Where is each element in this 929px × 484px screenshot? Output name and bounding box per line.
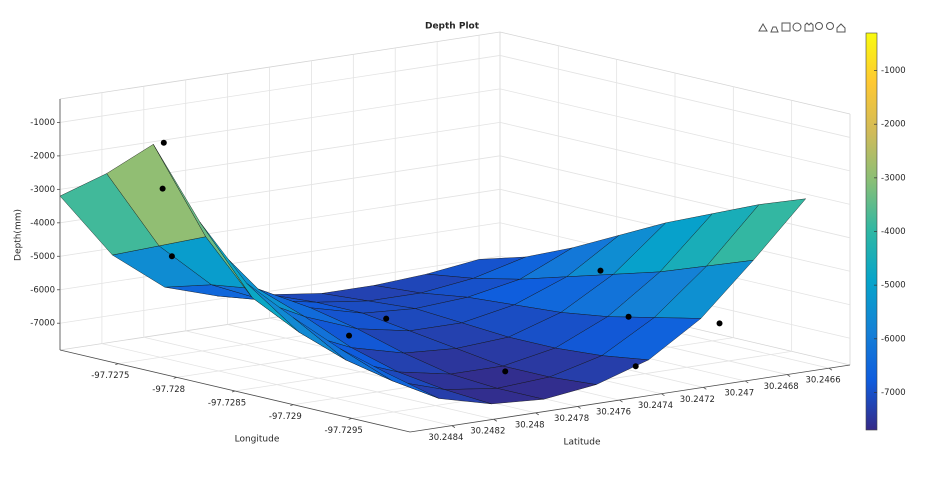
x-axis-label: Longitude [235, 435, 280, 445]
grid-line [59, 55, 501, 123]
grid-line [59, 88, 501, 157]
grid-line [59, 255, 501, 324]
toolbar-zoom-in[interactable] [815, 22, 823, 30]
toolbar-zoom-out[interactable] [826, 22, 834, 30]
z-tick-label: -3000 [30, 185, 55, 195]
x-tick [348, 417, 352, 420]
surface-patch [339, 348, 440, 399]
grid-line [101, 343, 452, 427]
y-tick-label: 30.247 [724, 388, 754, 398]
y-tick-label: 30.248 [515, 420, 545, 430]
z-tick-label: -6000 [30, 285, 55, 295]
data-point [346, 332, 353, 339]
grid-line [499, 88, 851, 172]
grid-line [499, 121, 851, 205]
z-tick-label: -7000 [30, 319, 55, 329]
y-tick [703, 387, 707, 390]
x-tick-label: -97.7285 [208, 399, 246, 409]
data-point [625, 313, 632, 320]
y-tick-label: 30.2468 [764, 382, 799, 392]
toolbar-brush[interactable] [758, 22, 768, 32]
colorbar-tick-label: -3000 [881, 173, 906, 183]
data-point [716, 320, 723, 327]
x-tick [290, 404, 294, 407]
y-tick-label: 30.2466 [805, 376, 840, 386]
toolbar-pan[interactable] [804, 22, 814, 32]
y-tick [786, 374, 791, 377]
data-point [159, 185, 166, 192]
data-point [160, 139, 167, 146]
surface-layer [59, 143, 807, 405]
y-tick [745, 380, 749, 384]
colorbar-tick-label: -1000 [881, 66, 906, 76]
y-tick [493, 418, 498, 422]
y-tick [661, 393, 665, 397]
z-tick-label: -1000 [30, 118, 55, 128]
y-axis-label: Latitude [563, 438, 601, 448]
y-tick-label: 30.2484 [428, 433, 463, 443]
grid-line [143, 336, 494, 420]
toolbar-home[interactable] [836, 23, 846, 33]
axes-layer: -97.7275 -97.728 -97.7285 -97.729 -97.7295 30… [30, 99, 851, 443]
colorbar-tick-label: -2000 [881, 120, 906, 130]
toolbar-export[interactable] [781, 22, 791, 32]
x-tick-label: -97.729 [269, 412, 302, 422]
x-tick [115, 363, 119, 366]
colorbar-tick-label: -4000 [881, 227, 906, 237]
data-point [168, 253, 175, 260]
grid-line [499, 155, 851, 239]
y-tick-label: 30.2474 [638, 401, 673, 411]
z-tick-label: -2000 [30, 151, 55, 161]
z-tick-label: -5000 [30, 252, 55, 262]
toolbar [758, 22, 846, 33]
z-tick-label: -4000 [30, 218, 55, 228]
toolbar-rotate[interactable] [792, 22, 802, 32]
x-tick-label: -97.7295 [325, 426, 363, 436]
x-tick [231, 390, 236, 393]
y-tick [577, 406, 581, 409]
data-point [632, 363, 639, 370]
colorbar-tick-label: -5000 [881, 281, 906, 291]
box-edge [59, 31, 501, 100]
y-tick [451, 425, 456, 428]
colorbar-tick-label: -7000 [881, 388, 906, 398]
points-layer [159, 139, 723, 375]
y-tick [535, 412, 539, 416]
colorbar-tick-label: -6000 [881, 334, 906, 344]
toolbar-datatip[interactable] [770, 26, 779, 33]
z-axis-label: Depth(mm) [14, 209, 24, 261]
chart-title: Depth Plot [425, 22, 480, 32]
y-tick [619, 399, 623, 403]
data-point [597, 267, 604, 274]
y-tick-label: 30.2476 [596, 408, 631, 418]
grid-line [499, 55, 851, 138]
y-axis-line [409, 364, 851, 433]
x-tick [173, 376, 177, 379]
data-point [502, 368, 509, 375]
y-tick-label: 30.2472 [680, 395, 715, 405]
data-point [383, 315, 390, 322]
y-tick-label: 30.2478 [554, 414, 589, 424]
x-tick-label: -97.728 [152, 385, 185, 395]
y-tick [828, 367, 833, 371]
x-tick-label: -97.7275 [91, 371, 129, 381]
y-tick-label: 30.2482 [470, 427, 505, 437]
grid-line [59, 222, 501, 291]
